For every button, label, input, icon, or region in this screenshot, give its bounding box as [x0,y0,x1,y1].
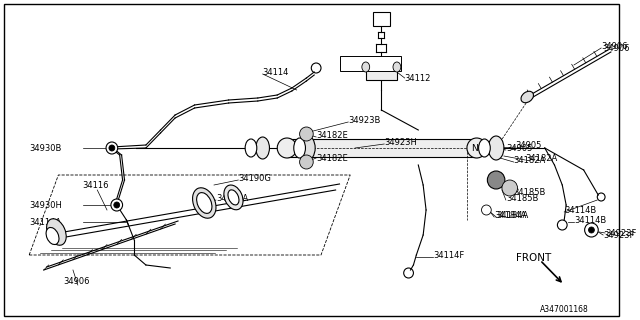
Text: 34906: 34906 [601,42,628,51]
Text: 34906: 34906 [603,44,630,52]
Ellipse shape [245,139,257,157]
Text: 34184A: 34184A [494,211,527,220]
Ellipse shape [228,190,239,205]
Ellipse shape [393,62,401,72]
Text: 34923H: 34923H [384,138,417,147]
Ellipse shape [256,137,269,159]
Text: 34116: 34116 [83,180,109,189]
Circle shape [106,142,118,154]
Text: 34114B: 34114B [574,215,606,225]
Circle shape [111,199,123,211]
Text: 34114A: 34114A [29,218,61,227]
Text: A: A [378,15,385,25]
Text: A347001168: A347001168 [540,306,589,315]
Text: NS: NS [471,143,483,153]
Ellipse shape [46,228,59,244]
Circle shape [481,205,492,215]
Circle shape [114,202,120,208]
Ellipse shape [521,91,534,103]
Text: 34930H: 34930H [29,201,62,210]
Circle shape [300,127,313,141]
Circle shape [487,171,505,189]
Text: 34190G: 34190G [238,173,271,182]
Text: 34114B: 34114B [564,205,596,214]
Ellipse shape [224,185,243,210]
Text: FRONT: FRONT [516,253,551,263]
Bar [366,58,397,80]
Circle shape [277,138,297,158]
Ellipse shape [298,135,315,161]
Circle shape [502,180,518,196]
Bar [372,12,390,26]
Text: 34184A: 34184A [496,211,529,220]
Text: 34182E: 34182E [316,131,348,140]
Circle shape [584,223,598,237]
Text: 34185B: 34185B [514,188,546,196]
Text: 34923F: 34923F [605,228,636,237]
Text: FIG.347-3: FIG.347-3 [352,60,389,68]
Text: 34114F: 34114F [433,251,464,260]
Text: 34112: 34112 [404,74,431,83]
Text: 34182E: 34182E [316,154,348,163]
Text: 34930B: 34930B [29,143,61,153]
Ellipse shape [47,219,66,245]
Text: 34114: 34114 [262,68,289,76]
Ellipse shape [362,62,370,72]
Ellipse shape [196,193,212,213]
Circle shape [589,227,595,233]
Text: 34185B: 34185B [506,194,538,203]
Bar [287,139,477,157]
Circle shape [300,155,313,169]
Circle shape [109,145,115,151]
Circle shape [467,138,486,158]
Text: 34905: 34905 [506,143,532,153]
Text: 34923F: 34923F [603,230,634,239]
Text: 34905: 34905 [516,140,542,149]
Ellipse shape [479,139,490,157]
Text: 34182A: 34182A [514,156,546,164]
Text: 34189A: 34189A [216,194,248,203]
Ellipse shape [193,188,216,218]
Bar [340,56,401,71]
Text: 34906: 34906 [63,277,90,286]
Ellipse shape [488,136,504,160]
Text: 34182A: 34182A [525,154,557,163]
Ellipse shape [294,138,305,158]
Text: 34923B: 34923B [348,116,381,124]
